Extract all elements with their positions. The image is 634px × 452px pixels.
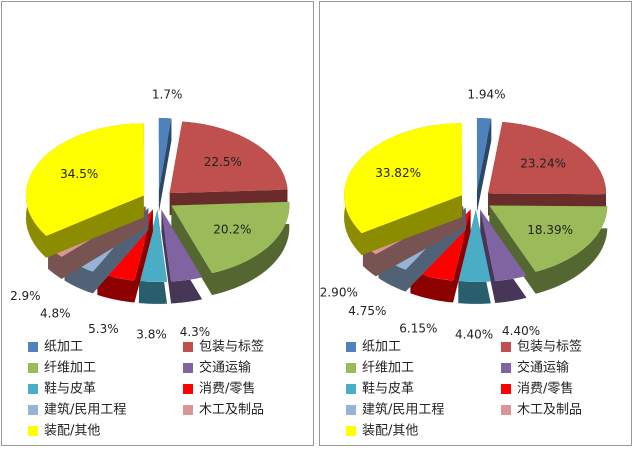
slice-top xyxy=(480,209,527,281)
legend-label: 交通运输 xyxy=(199,360,251,376)
legend-swatch xyxy=(28,405,38,415)
pie-slice xyxy=(489,205,608,294)
legend-label: 包装与标签 xyxy=(199,339,264,355)
legend-swatch xyxy=(346,384,356,394)
slice-side xyxy=(158,118,172,213)
legend-label: 消费/零售 xyxy=(517,381,573,397)
legend-swatch xyxy=(501,342,511,352)
legend-swatch xyxy=(501,384,511,394)
legend-label: 包装与标签 xyxy=(517,339,582,355)
pie-slice xyxy=(169,121,288,216)
data-label: 5.3% xyxy=(88,322,119,336)
legend-swatch xyxy=(346,363,356,373)
data-label: 6.15% xyxy=(399,321,437,335)
data-label: 4.3% xyxy=(180,325,211,339)
pie-slice xyxy=(158,118,172,213)
data-label: 23.24% xyxy=(520,157,566,171)
data-label: 3.8% xyxy=(136,327,167,341)
legend-swatch xyxy=(183,405,193,415)
data-label: 33.82% xyxy=(375,166,421,180)
slice-side xyxy=(476,118,492,213)
data-label: 18.39% xyxy=(527,223,573,237)
legend-label: 鞋与皮革 xyxy=(44,381,96,397)
data-label: 20.2% xyxy=(213,223,251,237)
legend-label: 鞋与皮革 xyxy=(362,381,414,397)
slice-top xyxy=(489,205,608,272)
panel xyxy=(1,1,314,446)
data-label: 22.5% xyxy=(204,155,242,169)
data-label: 4.8% xyxy=(40,307,71,321)
legend-label: 纤维加工 xyxy=(362,361,414,376)
pie-slice xyxy=(25,123,144,258)
slice-top xyxy=(344,123,463,234)
legend-label: 建筑/民用工程 xyxy=(362,402,444,418)
pie-slice xyxy=(171,201,290,296)
legend-label: 木工及制品 xyxy=(517,403,582,418)
legend-swatch xyxy=(346,342,356,352)
legend-swatch xyxy=(501,363,511,373)
legend-label: 纸加工 xyxy=(44,340,83,355)
legend-label: 消费/零售 xyxy=(199,381,255,397)
legend-label: 木工及制品 xyxy=(199,403,264,418)
data-label: 4.75% xyxy=(348,304,386,318)
slice-top xyxy=(161,209,203,282)
legend-label: 纤维加工 xyxy=(44,361,96,376)
legend-swatch xyxy=(28,342,38,352)
pie-slice xyxy=(138,209,168,304)
slice-top xyxy=(171,201,290,274)
data-label: 2.90% xyxy=(320,286,358,300)
pie-slice xyxy=(344,123,463,256)
legend-swatch xyxy=(28,384,38,394)
data-label: 4.40% xyxy=(455,327,493,341)
legend-swatch xyxy=(346,426,356,436)
slice-top xyxy=(476,118,492,191)
pie-slice xyxy=(161,209,203,304)
data-label: 1.94% xyxy=(467,88,505,102)
legend-label: 建筑/民用工程 xyxy=(44,402,126,418)
slice-top xyxy=(138,209,168,282)
legend-swatch xyxy=(28,363,38,373)
legend-swatch xyxy=(183,342,193,352)
legend-swatch xyxy=(501,405,511,415)
legend-swatch xyxy=(183,384,193,394)
legend-swatch xyxy=(346,405,356,415)
slice-top xyxy=(169,121,288,194)
legend-label: 纸加工 xyxy=(362,340,401,355)
legend-label: 装配/其他 xyxy=(44,424,100,439)
legend-swatch xyxy=(183,363,193,373)
panel xyxy=(319,1,632,446)
legend-label: 装配/其他 xyxy=(362,424,418,439)
slice-top xyxy=(158,118,172,191)
slice-top xyxy=(488,122,607,195)
pie-slice xyxy=(476,118,492,213)
data-label: 4.40% xyxy=(502,324,540,338)
pie-slice xyxy=(458,209,491,304)
pie-slice xyxy=(488,122,607,217)
legend-swatch xyxy=(28,426,38,436)
slice-top xyxy=(458,209,491,282)
data-label: 2.9% xyxy=(10,289,41,303)
data-label: 34.5% xyxy=(60,167,98,181)
slice-top xyxy=(25,123,144,236)
data-label: 1.7% xyxy=(152,88,183,102)
pie-slice xyxy=(480,209,527,303)
legend-label: 交通运输 xyxy=(517,360,569,376)
